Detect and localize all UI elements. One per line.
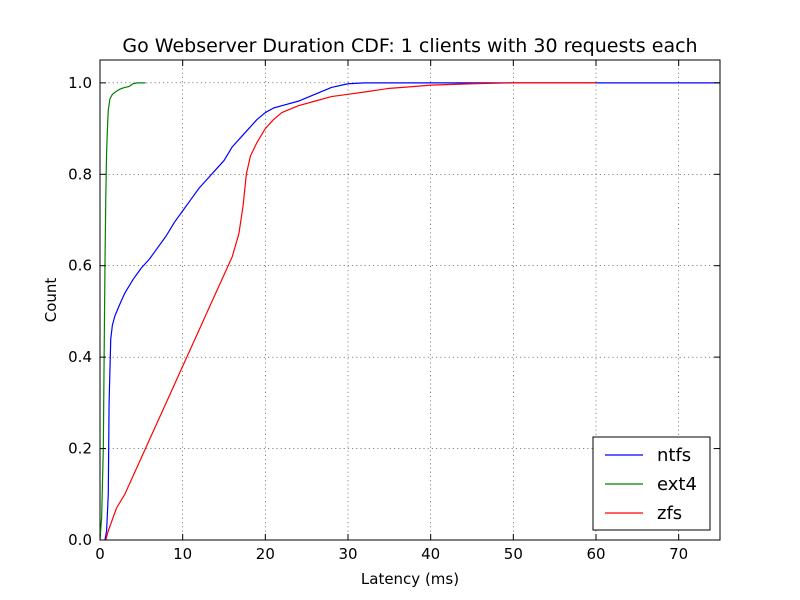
x-tick-label: 30 (338, 545, 357, 563)
y-tick-label: 0.4 (68, 348, 92, 366)
x-tick-label: 0 (95, 545, 105, 563)
legend-entries: ntfs ext4 zfs (605, 445, 697, 524)
y-axis-label: Count (42, 278, 60, 323)
x-axis-label: Latency (ms) (361, 570, 459, 588)
legend-label-ext4: ext4 (657, 474, 697, 495)
x-tick-label: 70 (669, 545, 688, 563)
axis-ticks: 0 10 20 30 40 50 60 70 0.0 0.2 0.4 0.6 0.8 1.0 (68, 60, 720, 563)
legend-label-zfs: zfs (657, 503, 682, 524)
legend: ntfs ext4 zfs (592, 436, 711, 531)
y-tick-label: 0.0 (68, 531, 92, 549)
plot-area (99, 59, 721, 541)
x-tick-label: 60 (586, 545, 605, 563)
y-tick-label: 0.8 (68, 165, 92, 183)
legend-label-ntfs: ntfs (657, 445, 691, 466)
x-tick-label: 20 (256, 545, 275, 563)
x-tick-label: 50 (504, 545, 523, 563)
series-line-ntfs (104, 82, 720, 540)
series-line-zfs (105, 82, 596, 540)
y-tick-label: 0.6 (68, 257, 92, 275)
x-tick-label: 10 (173, 545, 192, 563)
y-tick-label: 0.2 (68, 440, 92, 458)
x-tick-label: 40 (421, 545, 440, 563)
chart-title: Go Webserver Duration CDF: 1 clients wit… (122, 35, 697, 57)
y-tick-label: 1.0 (68, 74, 92, 92)
